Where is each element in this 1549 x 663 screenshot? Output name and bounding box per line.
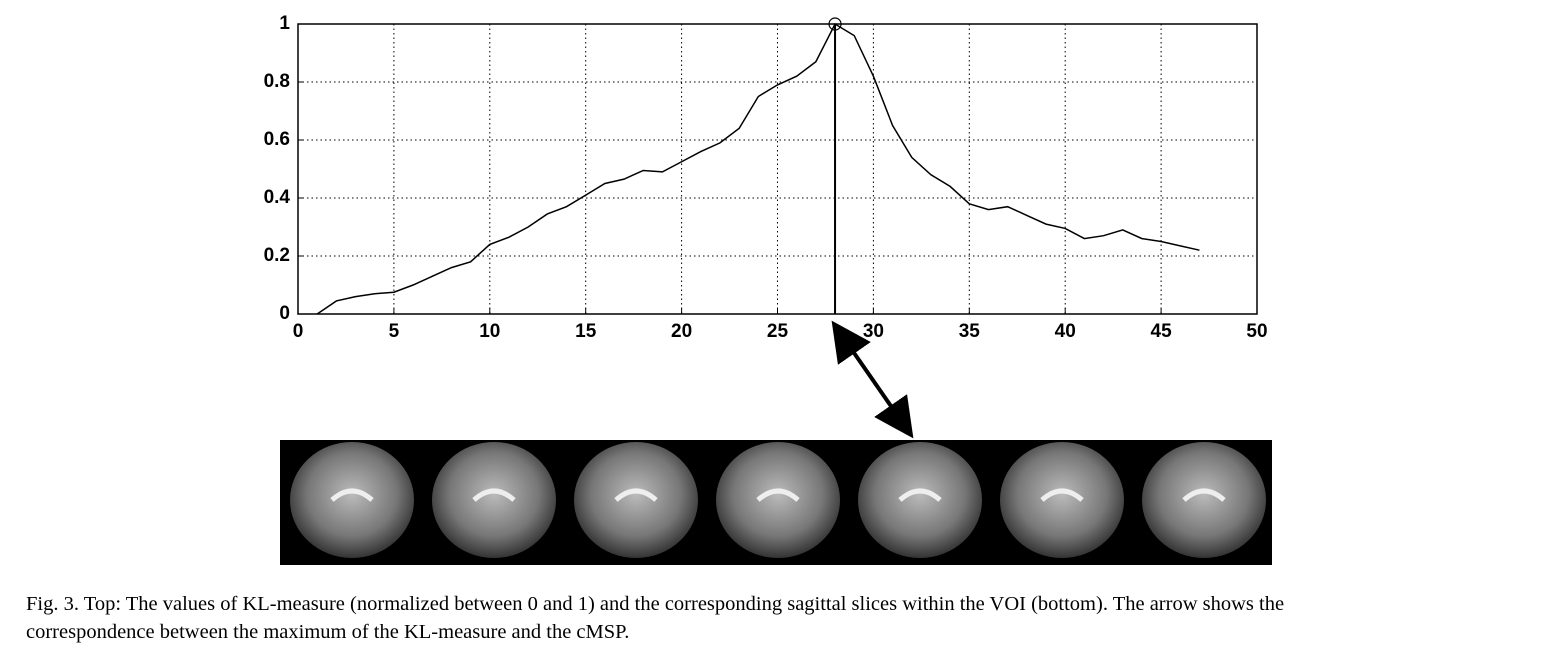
mri-detail: [614, 488, 658, 502]
mri-strip: [280, 440, 1272, 565]
y-tick-label: 0.6: [264, 129, 290, 150]
arrow: [831, 320, 914, 439]
x-tick-label: 5: [389, 321, 400, 342]
x-tick-label: 45: [1151, 321, 1173, 342]
mri-detail: [898, 488, 942, 502]
x-tick-label: 15: [575, 321, 597, 342]
x-tick-label: 10: [479, 321, 500, 342]
plot: 0 5 10 15 20 25 30 35 40 45 50 0 0.2 0.4 0.6 0.8 1: [264, 13, 1268, 342]
x-tick-label: 50: [1246, 321, 1267, 342]
mri-slice: [1000, 442, 1124, 558]
y-tick-label: 0.2: [264, 245, 290, 266]
caption-line: Fig. 3. Top: The values of KL-measure (n…: [26, 593, 1284, 615]
mri-detail: [330, 488, 374, 502]
mri-detail: [756, 488, 800, 502]
mri-slice: [432, 442, 556, 558]
max-marker: [828, 17, 842, 31]
y-tick-label: 0: [279, 303, 290, 324]
x-tick-label: 40: [1055, 321, 1076, 342]
y-tick-label: 1: [279, 13, 290, 34]
mri-detail: [472, 488, 516, 502]
y-tick-label: 0.4: [264, 187, 291, 208]
mri-slice: [290, 442, 414, 558]
mri-slice: [716, 442, 840, 558]
caption-line: correspondence between the maximum of th…: [26, 621, 629, 643]
x-tick-label: 25: [767, 321, 789, 342]
plot-frame: [297, 23, 1258, 315]
x-tick-label: 30: [863, 321, 884, 342]
mri-slice: [1142, 442, 1266, 558]
data-line: [316, 22, 1200, 315]
x-tick-label: 0: [293, 321, 304, 342]
x-tick-label: 35: [959, 321, 981, 342]
mri-detail: [1040, 488, 1084, 502]
mri-detail: [1182, 488, 1226, 502]
y-tick-label: 0.8: [264, 71, 290, 92]
mri-slice: [858, 442, 982, 558]
mri-slice: [574, 442, 698, 558]
x-tick-label: 20: [671, 321, 692, 342]
